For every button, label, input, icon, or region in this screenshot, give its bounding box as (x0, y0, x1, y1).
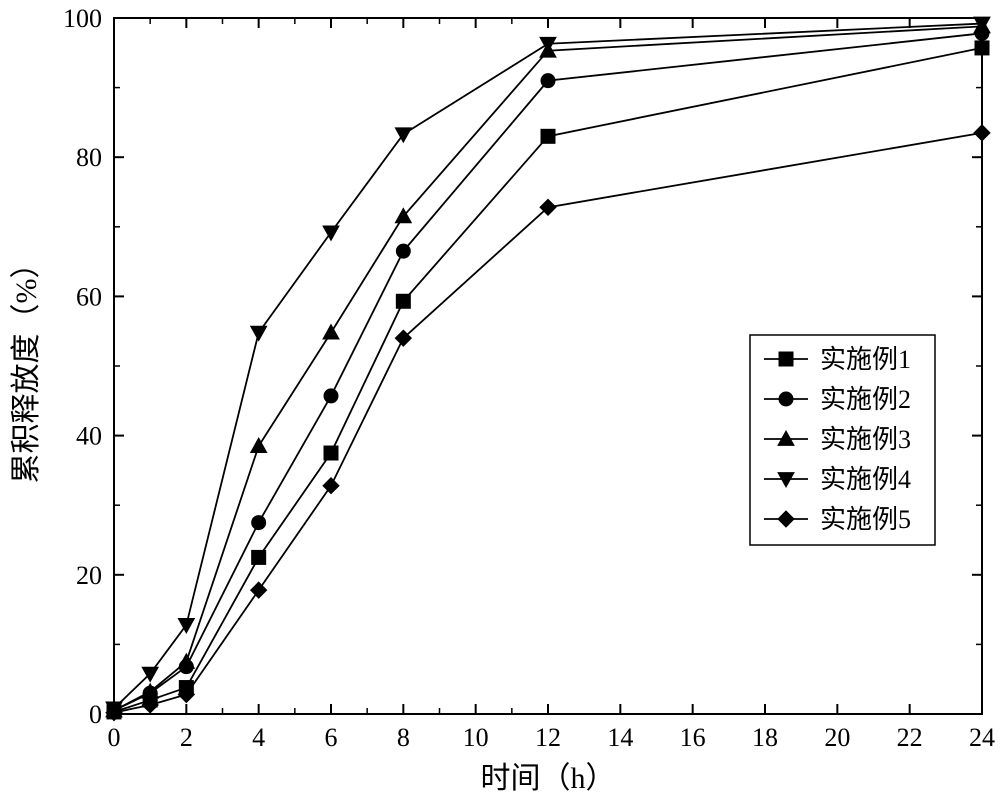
x-tick-label: 24 (969, 723, 995, 752)
series-5 (106, 125, 990, 721)
x-axis-label: 时间（h） (481, 762, 616, 795)
legend: 实施例1 实施例2 实施例3 实施例4 实施例5 (750, 335, 935, 545)
x-tick-label: 6 (325, 723, 338, 752)
x-tick-label: 12 (535, 723, 561, 752)
x-tick-label: 14 (607, 723, 633, 752)
y-tick-label: 60 (76, 282, 102, 311)
x-tick-label: 2 (180, 723, 193, 752)
x-tick-label: 4 (252, 723, 265, 752)
legend-label: 实施例4 (820, 465, 911, 494)
release-chart: 024681012141618202224020406080100累积释放度（%… (0, 0, 1000, 808)
y-tick-label: 20 (76, 561, 102, 590)
legend-label: 实施例1 (820, 345, 911, 374)
y-tick-label: 40 (76, 422, 102, 451)
y-tick-label: 80 (76, 143, 102, 172)
x-tick-label: 22 (897, 723, 923, 752)
legend-label: 实施例2 (820, 385, 911, 414)
y-tick-label: 0 (89, 700, 102, 729)
chart-container: 024681012141618202224020406080100累积释放度（%… (0, 0, 1000, 808)
x-tick-label: 10 (463, 723, 489, 752)
x-tick-label: 0 (108, 723, 121, 752)
x-tick-label: 20 (824, 723, 850, 752)
legend-label: 实施例3 (820, 425, 911, 454)
y-tick-label: 100 (63, 4, 102, 33)
y-axis-label: 累积释放度（%） (10, 249, 43, 484)
x-tick-label: 18 (752, 723, 778, 752)
x-tick-label: 8 (397, 723, 410, 752)
legend-label: 实施例5 (820, 505, 911, 534)
x-tick-label: 16 (680, 723, 706, 752)
